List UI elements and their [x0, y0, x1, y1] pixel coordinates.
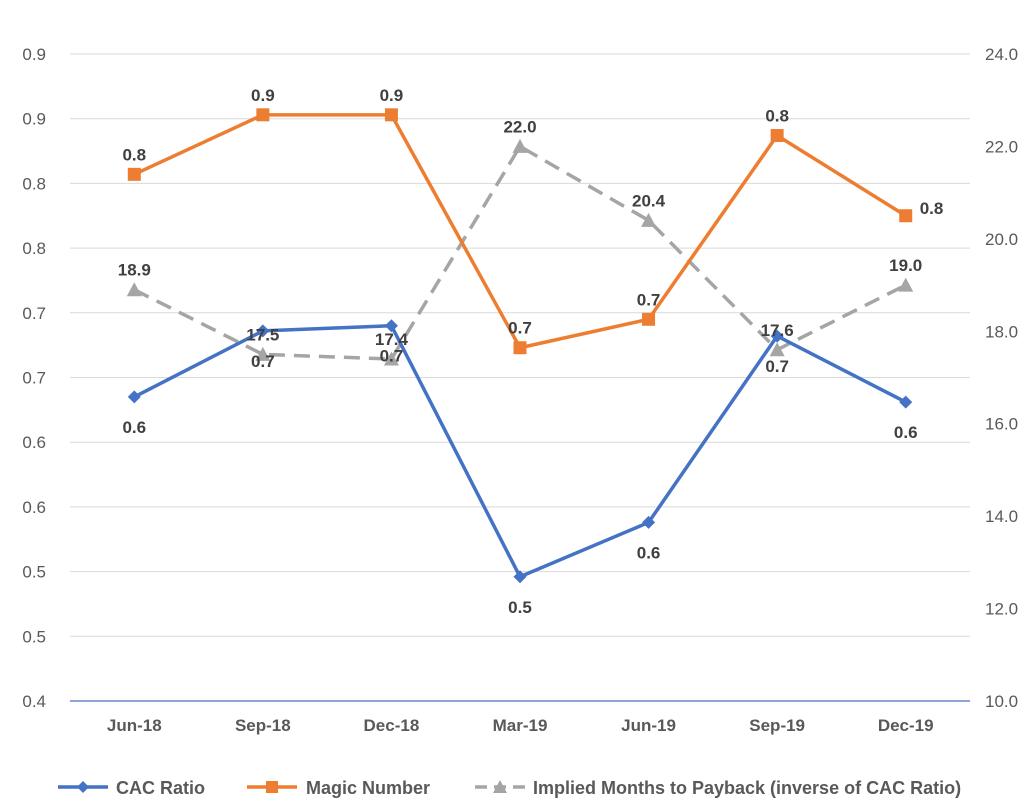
legend-item-cac-ratio: CAC Ratio [58, 778, 205, 798]
data-point [770, 329, 784, 343]
data-label: 22.0 [503, 117, 536, 136]
legend-swatch-marker [266, 781, 278, 793]
data-point [513, 341, 527, 355]
legend-swatch-marker [493, 780, 507, 793]
data-label: 0.8 [122, 145, 146, 164]
data-point [642, 515, 656, 529]
data-label: 18.9 [118, 261, 151, 280]
left-axis-tick-label: 0.5 [22, 563, 46, 582]
data-label: 20.4 [632, 191, 666, 210]
right-axis-tick-label: 20.0 [985, 230, 1018, 249]
x-axis-tick-label: Sep-19 [749, 716, 805, 735]
left-axis-tick-label: 0.6 [22, 498, 46, 517]
data-point [642, 312, 656, 326]
data-label: 0.7 [637, 290, 661, 309]
left-axis-tick-label: 0.8 [22, 174, 46, 193]
data-label: 17.4 [375, 330, 409, 349]
series [126, 108, 914, 584]
x-axis-tick-label: Dec-18 [364, 716, 420, 735]
left-axis-tick-label: 0.9 [22, 110, 46, 129]
left-axis-tick-label: 0.6 [22, 433, 46, 452]
data-label: 17.5 [246, 325, 279, 344]
right-axis-tick-label: 24.0 [985, 45, 1018, 64]
data-label: 0.7 [380, 347, 404, 366]
data-point [384, 319, 398, 333]
data-label: 17.6 [761, 321, 794, 340]
series-line [133, 323, 907, 579]
legend-label: CAC Ratio [116, 778, 205, 798]
data-label: 0.9 [380, 86, 404, 105]
right-axis-tick-label: 18.0 [985, 322, 1018, 341]
data-point [127, 167, 141, 181]
axes: 0.4 0.5 0.5 0.6 0.6 0.7 0.7 0.8 0.8 0.9 0.9 10.0 12.… [22, 45, 1018, 735]
left-axis-tick-label: 0.8 [22, 239, 46, 258]
right-axis-tick-label: 16.0 [985, 415, 1018, 434]
data-point [513, 570, 527, 584]
data-point [898, 277, 914, 292]
x-axis-tick-label: Dec-19 [878, 716, 934, 735]
left-axis-tick-label: 0.4 [22, 692, 46, 711]
right-axis-tick-label: 22.0 [985, 137, 1018, 156]
data-point [126, 282, 142, 297]
data-point [769, 342, 785, 357]
legend: CAC Ratio Magic Number Implied Months to P… [58, 778, 961, 798]
series-magic-number [127, 108, 913, 355]
data-label: 0.9 [251, 86, 275, 105]
data-label: 0.7 [765, 357, 789, 376]
legend-swatch-marker [77, 781, 89, 793]
data-point [256, 108, 270, 122]
left-axis-tick-label: 0.7 [22, 304, 46, 323]
right-axis-tick-label: 14.0 [985, 507, 1018, 526]
right-axis-tick-label: 12.0 [985, 600, 1018, 619]
data-label: 0.8 [920, 199, 944, 218]
x-axis-tick-label: Mar-19 [493, 716, 548, 735]
left-axis-tick-label: 0.5 [22, 627, 46, 646]
series-implied-months-to-payback-inverse-of-cac-ratio [126, 138, 914, 366]
x-axis-tick-label: Sep-18 [235, 716, 291, 735]
gridlines [70, 53, 970, 637]
left-axis-tick-label: 0.7 [22, 369, 46, 388]
data-point [127, 390, 141, 404]
data-label: 0.7 [508, 319, 532, 338]
data-point [899, 209, 913, 223]
x-axis-tick-label: Jun-18 [107, 716, 162, 735]
data-point [255, 346, 271, 361]
data-label: 19.0 [889, 256, 922, 275]
right-axis-tick-label: 10.0 [985, 692, 1018, 711]
x-axis-tick-label: Jun-19 [621, 716, 676, 735]
data-label: 0.8 [765, 107, 789, 126]
data-labels: 0.6 0.7 0.7 0.5 0.6 0.7 0.6 0.8 0.9 0.9 0.7 0.7 0.8 0… [118, 86, 944, 617]
data-point [383, 351, 399, 366]
data-point [770, 129, 784, 143]
series-cac-ratio [127, 319, 913, 584]
data-point [256, 324, 270, 338]
data-label: 0.5 [508, 598, 532, 617]
data-point [384, 108, 398, 122]
data-point [512, 138, 528, 153]
legend-item-magic-number: Magic Number [247, 778, 430, 798]
legend-item-implied-months-to-payback-inverse-of-cac-ratio: Implied Months to Payback (inverse of CA… [475, 778, 961, 798]
legend-label: Implied Months to Payback (inverse of CA… [533, 778, 961, 798]
data-point [899, 395, 913, 409]
data-point [641, 212, 657, 227]
data-label: 0.6 [894, 423, 918, 442]
data-label: 0.6 [122, 418, 146, 437]
legend-label: Magic Number [306, 778, 430, 798]
left-axis-tick-label: 0.9 [22, 45, 46, 64]
data-label: 0.6 [637, 543, 661, 562]
data-label: 0.7 [251, 352, 275, 371]
